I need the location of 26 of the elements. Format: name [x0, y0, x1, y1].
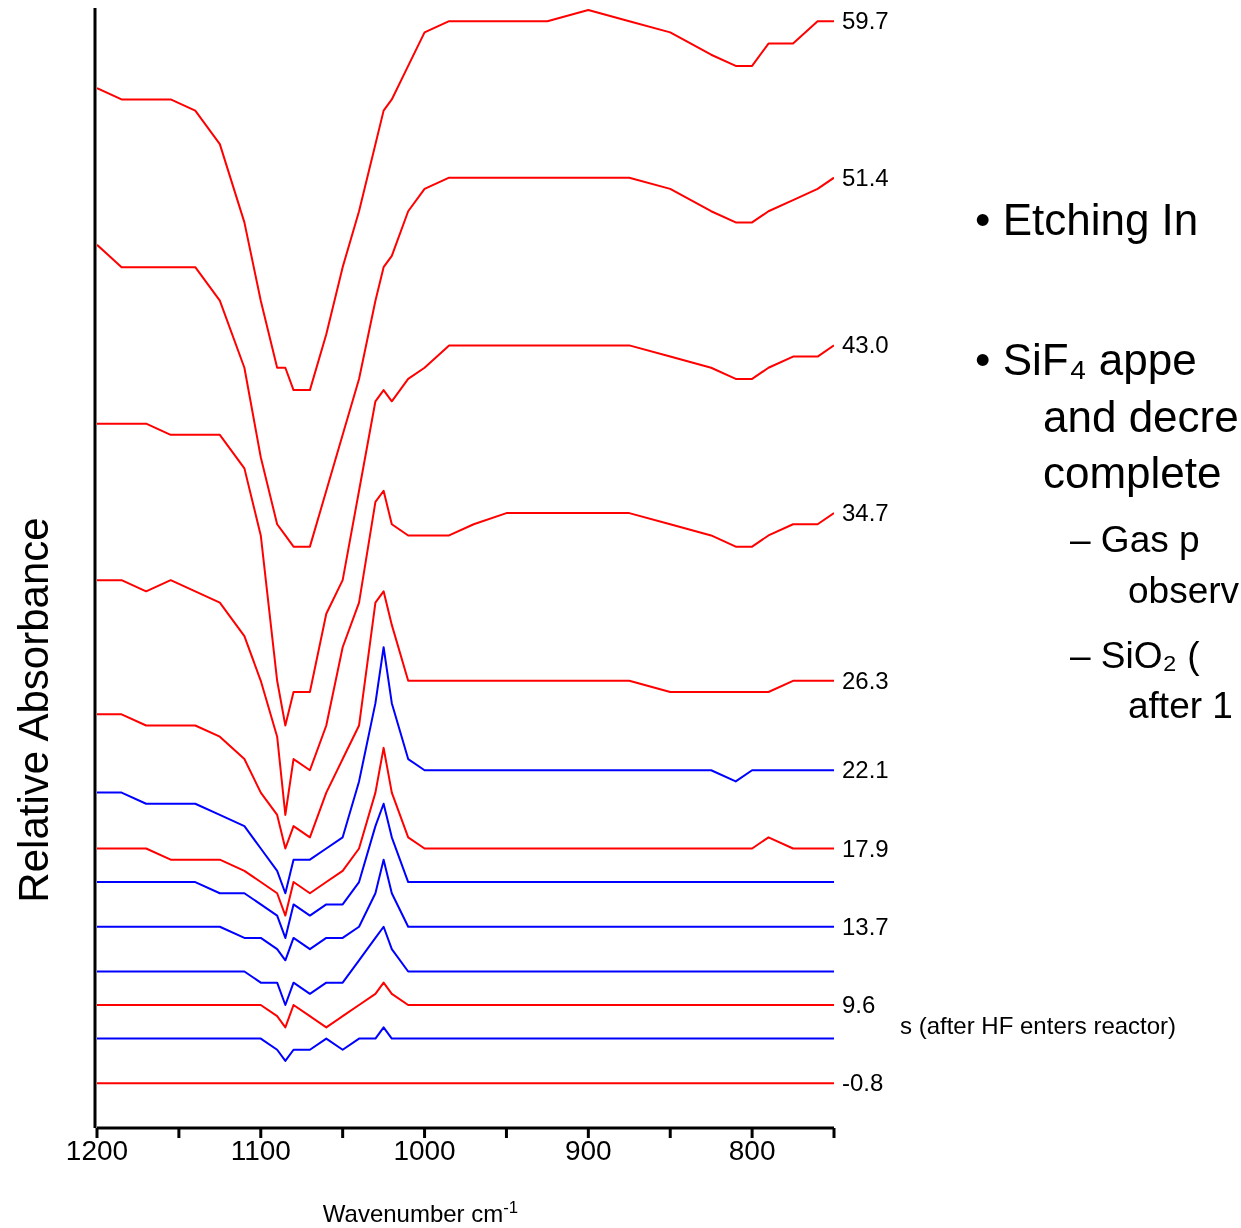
series-label: 9.6 [842, 991, 876, 1019]
text: observ [1128, 570, 1240, 611]
series-label: 26.3 [842, 666, 889, 694]
series-label: 22.1 [842, 756, 889, 784]
series-label: 43.0 [842, 331, 889, 359]
x-tick-label: 1200 [65, 1134, 129, 1166]
text: and decre [1043, 392, 1239, 441]
text: s (after HF enters reactor) [900, 1012, 1177, 1039]
x-tick-label: 800 [728, 1134, 776, 1166]
x-tick-label: 1000 [393, 1134, 456, 1166]
x-tick-label: 1100 [230, 1134, 291, 1166]
series-label: 51.4 [842, 163, 889, 191]
series-label: 13.7 [842, 912, 889, 940]
series-label: 34.7 [842, 499, 889, 527]
text: complete [1043, 448, 1222, 497]
text: • SiF₄ appe [975, 335, 1197, 384]
text: – Gas p [1070, 519, 1200, 560]
series-label: 59.7 [842, 7, 889, 35]
x-axis-title: Wavenumber cm$^{-1}$ [322, 1197, 519, 1227]
text: after 1 [1128, 685, 1233, 726]
x-tick-label: 900 [564, 1134, 612, 1166]
text: • Etching In [975, 195, 1199, 244]
text: – SiO₂ ( [1070, 635, 1201, 676]
y-axis-title: Relative Absorbance [10, 517, 57, 903]
series-label: -0.8 [842, 1069, 884, 1097]
series-label: 17.9 [842, 834, 889, 862]
